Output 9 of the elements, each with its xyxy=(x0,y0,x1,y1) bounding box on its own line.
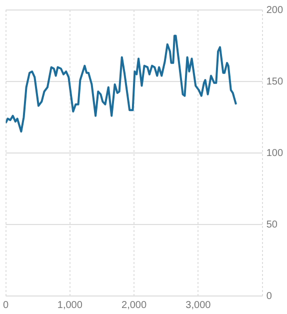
x-tick-label: 3,000 xyxy=(186,300,212,311)
x-tick-label: 2,000 xyxy=(122,300,147,311)
y-tick-label: 150 xyxy=(266,76,284,88)
y-tick-label: 100 xyxy=(266,148,284,159)
x-tick-label: 1,000 xyxy=(57,300,83,311)
y-tick-label: 200 xyxy=(266,4,284,16)
y-tick-label: 0 xyxy=(266,290,272,302)
x-tick-label: 0 xyxy=(3,300,9,311)
y-tick-label: 50 xyxy=(266,219,278,230)
